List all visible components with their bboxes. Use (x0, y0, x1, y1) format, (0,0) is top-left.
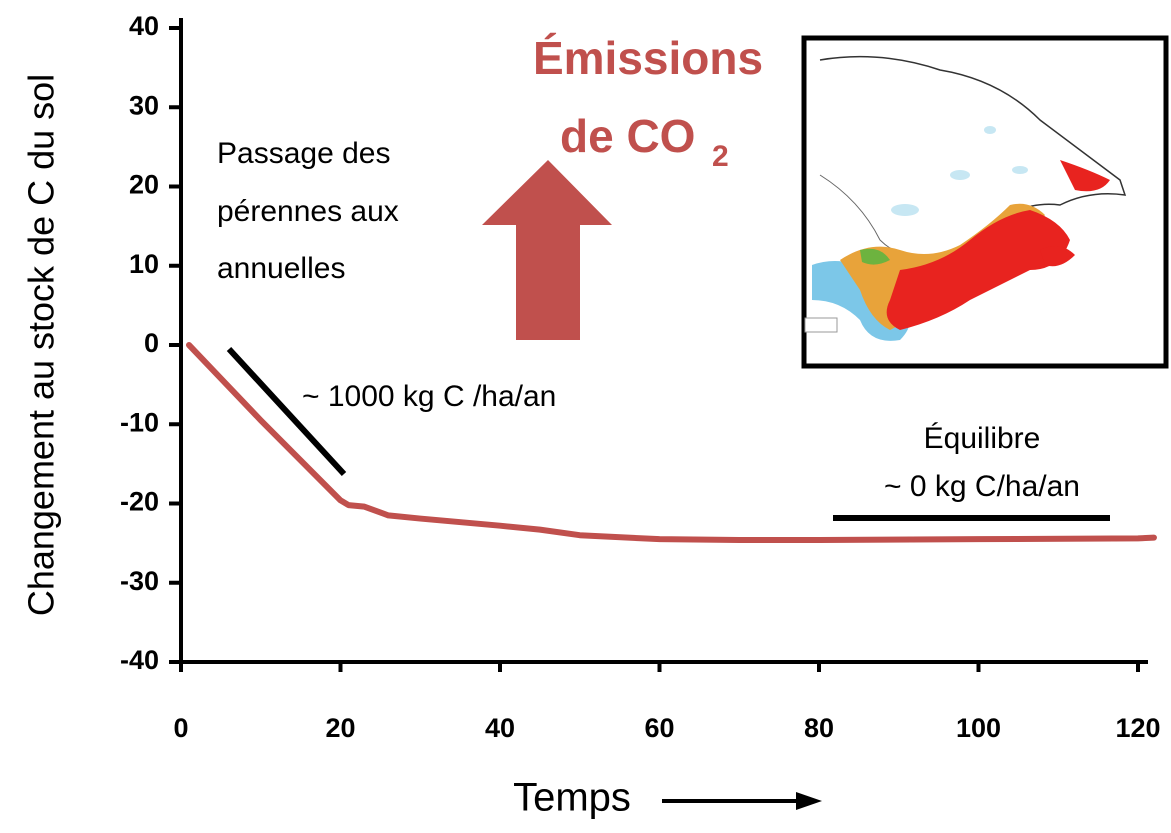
x-tick-label: 60 (644, 713, 674, 743)
y-tick-label: -10 (120, 407, 159, 437)
transition-label: annuelles (217, 252, 345, 285)
emissions-subscript: 2 (712, 140, 729, 173)
y-axis-title: Changement au stock de C du sol (21, 74, 62, 616)
y-tick-label: 20 (129, 170, 159, 200)
x-tick-label: 0 (173, 713, 188, 743)
emissions-label: de CO (560, 110, 695, 162)
y-tick-label: -20 (120, 487, 159, 517)
y-tick-label: -30 (120, 566, 159, 596)
x-tick-label: 120 (1115, 713, 1160, 743)
transition-label: pérennes aux (217, 195, 399, 228)
equilibrium-label: Équilibre (924, 422, 1041, 455)
chart: Changement au stock de C du sol Temps Pa… (0, 0, 1171, 833)
y-tick-label: 0 (144, 328, 159, 358)
y-tick-label: 40 (129, 11, 159, 41)
time-arrow (662, 792, 822, 810)
emissions-label: Émissions (533, 32, 763, 84)
y-tick-label: 30 (129, 90, 159, 120)
x-tick-label: 40 (485, 713, 515, 743)
rate-label: ~ 1000 kg C /ha/an (302, 380, 556, 413)
x-tick-label: 100 (956, 713, 1001, 743)
transition-label: Passage des (217, 137, 390, 170)
equilibrium-label: ~ 0 kg C/ha/an (884, 470, 1080, 503)
emission-arrow (482, 160, 612, 340)
x-axis-title: Temps (513, 776, 631, 820)
y-tick-label: -40 (120, 645, 159, 675)
x-tick-label: 20 (325, 713, 355, 743)
x-tick-label: 80 (804, 713, 834, 743)
page: Changement au stock de C du sol Temps Pa… (0, 0, 1171, 833)
y-tick-label: 10 (129, 249, 159, 279)
map-inset (804, 38, 1166, 366)
